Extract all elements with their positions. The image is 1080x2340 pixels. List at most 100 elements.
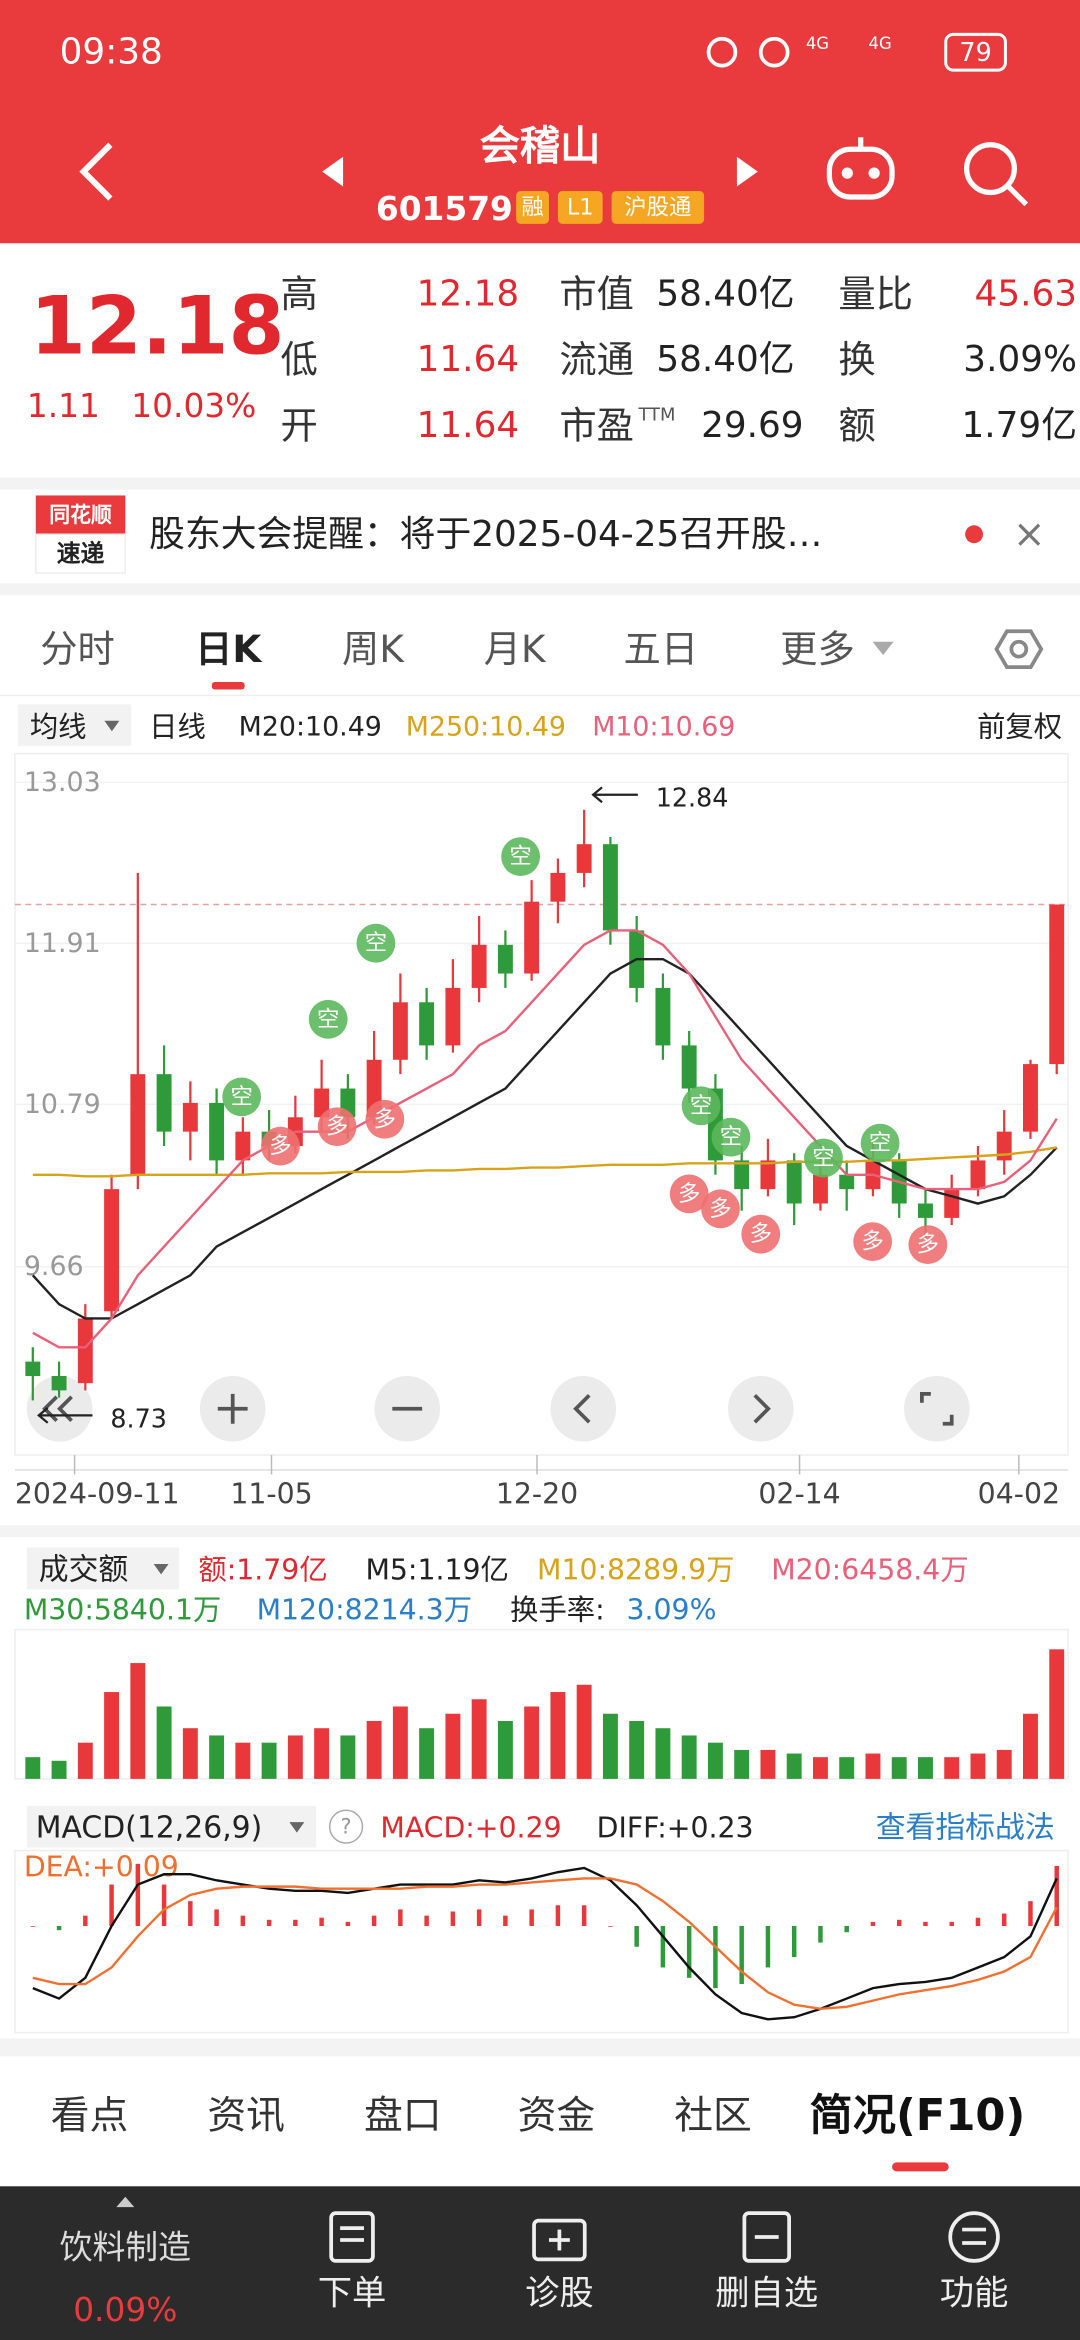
field-label: 量比 xyxy=(838,272,913,316)
bottom-tab[interactable]: 简况(F10) xyxy=(810,2091,1026,2141)
chart-tab[interactable]: 月K xyxy=(484,627,547,671)
turnover: 3.09% xyxy=(627,1594,717,1627)
separator xyxy=(0,1525,1080,1538)
chart-tab[interactable]: 周K xyxy=(342,627,405,671)
volume-bar xyxy=(471,1699,487,1779)
volume-bar xyxy=(104,1692,120,1779)
chart-tab[interactable]: 日K xyxy=(195,627,263,671)
sector-name[interactable]: 饮料制造 xyxy=(60,2228,191,2266)
macd-bar xyxy=(975,1917,981,1927)
low-label: 8.73 xyxy=(110,1403,166,1433)
y-tick-label: 13.03 xyxy=(24,767,101,798)
signal-bubble[interactable] xyxy=(501,837,540,877)
chart-tab[interactable]: 更多 xyxy=(780,627,855,671)
volume-bar xyxy=(681,1735,697,1779)
bottom-tab[interactable]: 社区 xyxy=(674,2094,752,2139)
eye-icon xyxy=(706,36,738,68)
badge-text: L1 xyxy=(567,194,594,220)
volume-bar xyxy=(970,1753,986,1779)
field-label: 市值 xyxy=(559,272,634,316)
diff-value: DIFF:+0.23 xyxy=(597,1812,754,1845)
macd-bar xyxy=(923,1921,928,1927)
volume-bar xyxy=(707,1742,723,1779)
volume-bar xyxy=(366,1720,382,1779)
macd-bar xyxy=(739,1926,744,1985)
volume-bar xyxy=(340,1735,356,1779)
macd-bar xyxy=(1028,1901,1033,1927)
volume-selector: 成交额 xyxy=(39,1552,128,1587)
next-stock[interactable] xyxy=(736,156,758,187)
diff-line xyxy=(32,1866,1058,2021)
bottom-tab[interactable]: 看点 xyxy=(51,2094,129,2139)
footer-action[interactable]: 删自选 xyxy=(715,2274,818,2314)
amount: 额:1.79亿 xyxy=(198,1553,327,1586)
network: 4G xyxy=(806,34,829,53)
candle-body xyxy=(550,872,566,902)
signal-bubble[interactable] xyxy=(908,1225,948,1265)
help-icon[interactable] xyxy=(328,1809,364,1844)
volume-bar xyxy=(918,1757,933,1779)
adjust-mode[interactable]: 前复权 xyxy=(977,710,1062,743)
prev-stock[interactable] xyxy=(322,156,344,187)
field-label: 换 xyxy=(838,338,875,382)
macd-bar xyxy=(240,1915,246,1927)
selector-bg[interactable] xyxy=(26,1805,317,1848)
footer-action[interactable]: 诊股 xyxy=(525,2274,594,2314)
bottom-tab[interactable]: 盘口 xyxy=(364,2094,442,2139)
signal-bubble[interactable] xyxy=(681,1086,721,1126)
indicator-link[interactable]: 查看指标战法 xyxy=(876,1811,1055,1846)
signal-bubble[interactable] xyxy=(365,1099,405,1139)
signal-bubble[interactable] xyxy=(804,1138,843,1178)
chart-tab[interactable]: 五日 xyxy=(624,627,699,671)
footer-bg xyxy=(0,2186,1080,2340)
macd-bar xyxy=(1001,1913,1007,1927)
search-icon[interactable] xyxy=(964,142,1029,207)
back-button[interactable] xyxy=(79,142,113,201)
bottom-tab[interactable]: 资讯 xyxy=(207,2094,285,2139)
tab-underline xyxy=(211,682,245,690)
candle-body xyxy=(497,944,513,974)
signal-bubble[interactable] xyxy=(356,923,396,963)
signal-bubble[interactable] xyxy=(741,1214,781,1254)
volume-bar xyxy=(25,1757,41,1779)
signal-bubble[interactable] xyxy=(853,1222,893,1262)
signal-bubble[interactable] xyxy=(317,1107,357,1147)
selector-bg[interactable] xyxy=(26,1547,180,1590)
volume-bar xyxy=(629,1720,645,1779)
signal-bubble[interactable] xyxy=(701,1189,740,1229)
signal-bubble[interactable] xyxy=(860,1123,900,1163)
macd-bar xyxy=(214,1909,219,1927)
signal-bubble[interactable] xyxy=(222,1077,262,1117)
signal-bubble[interactable] xyxy=(669,1174,709,1214)
signal-bubble[interactable] xyxy=(308,999,348,1039)
chart-nav-icons xyxy=(42,1391,954,1426)
volume-bar xyxy=(261,1742,277,1779)
field-label: 市盈 xyxy=(559,403,634,447)
badge xyxy=(516,191,549,224)
volume-bar xyxy=(182,1728,198,1779)
candle-body xyxy=(130,1074,146,1175)
chart-nav[interactable] xyxy=(26,1375,970,1442)
volume-bar xyxy=(314,1728,330,1779)
robot-icon[interactable] xyxy=(826,137,895,200)
news-text[interactable]: 股东大会提醒：将于2025-04-25召开股… xyxy=(149,514,822,555)
close-button[interactable]: × xyxy=(1013,512,1045,557)
footer-action[interactable]: 功能 xyxy=(940,2274,1009,2314)
date-label: 11-05 xyxy=(230,1477,312,1510)
volume-bar xyxy=(51,1760,67,1779)
sector-change: 0.09% xyxy=(73,2291,177,2329)
chart-tab[interactable]: 分时 xyxy=(40,627,115,671)
macd-bar xyxy=(56,1926,62,1931)
macd-bar xyxy=(161,1884,167,1927)
footer-action[interactable]: 下单 xyxy=(318,2274,387,2314)
settings-icon[interactable] xyxy=(994,629,1044,669)
macd-bar xyxy=(293,1919,298,1927)
field-label: 开 xyxy=(280,403,317,447)
signal-bubble[interactable] xyxy=(711,1117,751,1157)
candle-body xyxy=(812,1174,828,1204)
candle-body xyxy=(944,1189,960,1218)
bottom-tab[interactable]: 资金 xyxy=(518,2094,596,2139)
signal-bubble[interactable] xyxy=(261,1126,300,1166)
signal-text: 空 xyxy=(812,1145,834,1171)
